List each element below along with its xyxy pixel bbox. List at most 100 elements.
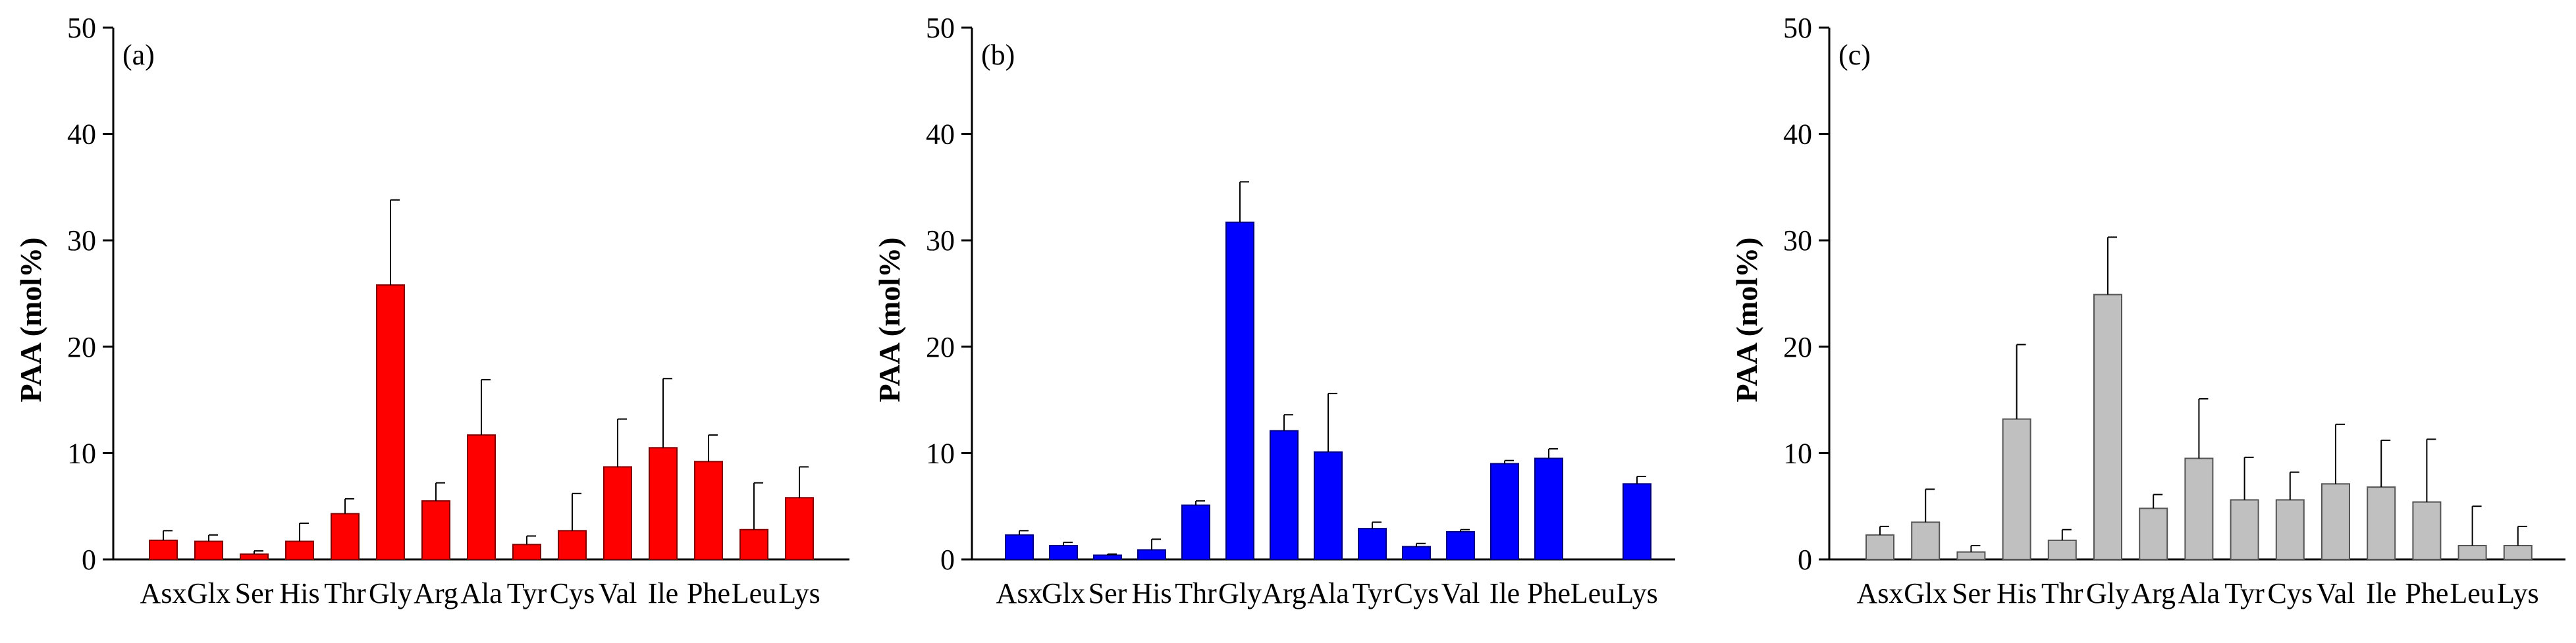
x-tick-label-asx: Asx: [1857, 577, 1904, 609]
x-tick-label-gly: Gly: [2086, 577, 2130, 609]
bar-thr: [1181, 504, 1210, 560]
y-tick-label: 20: [1783, 331, 1812, 363]
x-tick-label-ser: Ser: [235, 577, 274, 609]
bar-thr: [2047, 539, 2077, 560]
bar-ser: [1956, 551, 1986, 560]
bar-gly: [2093, 294, 2122, 560]
bar-ile: [649, 447, 678, 560]
x-tick-label-lys: Lys: [1616, 577, 1658, 609]
y-tick-label: 30: [67, 224, 96, 257]
x-tick-label-thr: Thr: [1175, 577, 1217, 609]
bar-ile: [1490, 463, 1519, 560]
chart-panel-3: 0 10 20 30 40 50 PAA (mol%) (c) Asx Glx Ser His Thr G…: [1730, 12, 2565, 609]
x-tick-label-leu: Leu: [2450, 577, 2494, 609]
x-tick-label-arg: Arg: [1262, 577, 1306, 609]
y-tick-label: 50: [67, 12, 96, 44]
bar-cys: [1402, 546, 1431, 560]
bar-val: [603, 466, 632, 561]
bar-phe: [694, 461, 723, 560]
bar-tyr: [2230, 499, 2259, 561]
x-tick-label-cys: Cys: [2268, 577, 2313, 609]
x-tick-label-leu: Leu: [732, 577, 776, 609]
x-tick-label-arg: Arg: [2131, 577, 2176, 609]
bar-cys: [2275, 499, 2305, 561]
bar-phe: [1534, 457, 1563, 560]
x-tick-label-asx: Asx: [996, 577, 1043, 609]
panel-label: (c): [1838, 39, 1871, 71]
x-tick-label-ser: Ser: [1088, 577, 1127, 609]
bar-ala: [2184, 457, 2214, 560]
y-tick-label: 0: [1798, 544, 1812, 576]
panel-label: (a): [122, 39, 155, 71]
bar-arg: [1270, 430, 1299, 560]
bar-val: [2321, 483, 2350, 560]
bar-ser: [1093, 554, 1122, 561]
y-tick-label: 40: [926, 118, 955, 151]
bar-glx: [1049, 544, 1078, 561]
bar-his: [1137, 549, 1166, 560]
x-tick-label-glx: Glx: [187, 577, 230, 609]
y-tick-label: 40: [67, 118, 96, 151]
bar-asx: [1865, 534, 1894, 560]
x-tick-label-his: His: [1997, 577, 2037, 609]
bar-ser: [240, 553, 269, 560]
x-tick-label-cys: Cys: [550, 577, 595, 609]
y-tick-label: 10: [1783, 437, 1812, 469]
bar-ala: [1314, 451, 1343, 560]
y-tick-label: 10: [926, 437, 955, 469]
x-tick-label-val: Val: [599, 577, 637, 609]
x-tick-label-thr: Thr: [324, 577, 366, 609]
y-tick-label: 20: [926, 331, 955, 363]
bar-glx: [1911, 521, 1941, 561]
x-tick-label-leu: Leu: [1570, 577, 1615, 609]
bar-val: [1446, 530, 1475, 561]
y-tick-label: 0: [940, 544, 955, 576]
x-tick-label-asx: Asx: [140, 577, 187, 609]
x-tick-label-phe: Phe: [1527, 577, 1570, 609]
x-tick-label-phe: Phe: [687, 577, 730, 609]
x-tick-label-tyr: Tyr: [1353, 577, 1393, 609]
x-tick-label-ile: Ile: [1489, 577, 1520, 609]
x-tick-label-val: Val: [1441, 577, 1480, 609]
x-tick-label-thr: Thr: [2041, 577, 2083, 609]
x-tick-label-lys: Lys: [2497, 577, 2539, 609]
x-tick-label-ile: Ile: [2366, 577, 2396, 609]
bar-tyr: [1358, 528, 1387, 560]
y-axis-label: PAA (mol%): [1730, 238, 1763, 403]
x-tick-label-glx: Glx: [1042, 577, 1085, 609]
bar-lys: [1623, 483, 1651, 560]
bar-gly: [376, 284, 405, 560]
y-tick-label: 30: [1783, 224, 1812, 257]
bar-ile: [2367, 486, 2396, 560]
bar-lys: [785, 497, 814, 560]
bar-asx: [149, 539, 178, 560]
x-tick-label-lys: Lys: [778, 577, 820, 609]
bar-glx: [194, 540, 223, 561]
x-tick-label-ser: Ser: [1952, 577, 1991, 609]
x-tick-label-gly: Gly: [1218, 577, 1262, 609]
y-axis-label: PAA (mol%): [14, 238, 47, 403]
y-tick-label: 50: [926, 12, 955, 44]
y-tick-label: 10: [67, 437, 96, 469]
panel-label: (b): [981, 39, 1015, 71]
y-tick-label: 40: [1783, 118, 1812, 151]
bar-cys: [558, 530, 587, 560]
x-tick-label-phe: Phe: [2405, 577, 2448, 609]
bar-ala: [467, 434, 496, 560]
x-tick-label-ala: Ala: [2178, 577, 2220, 609]
bar-tyr: [512, 544, 541, 560]
x-tick-label-arg: Arg: [414, 577, 458, 609]
y-tick-label: 0: [82, 544, 96, 576]
bar-phe: [2412, 501, 2442, 561]
bar-leu: [739, 528, 768, 561]
bar-arg: [421, 500, 450, 560]
x-tick-label-tyr: Tyr: [507, 577, 547, 609]
bar-leu: [2457, 544, 2487, 561]
y-tick-label: 30: [926, 224, 955, 257]
x-tick-label-glx: Glx: [1904, 577, 1947, 609]
x-tick-label-ala: Ala: [1307, 577, 1349, 609]
x-tick-label-val: Val: [2317, 577, 2355, 609]
x-tick-label-tyr: Tyr: [2224, 577, 2265, 609]
